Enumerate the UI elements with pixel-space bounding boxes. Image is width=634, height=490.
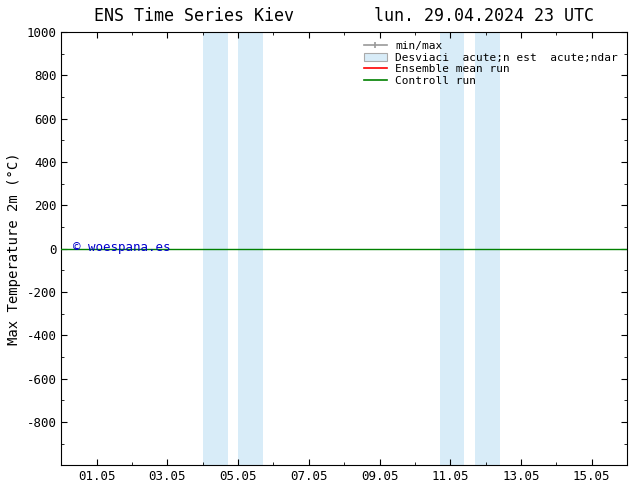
Bar [238,32,263,465]
Bar [439,32,465,465]
Text: © woespana.es: © woespana.es [73,241,170,254]
Y-axis label: Max Temperature 2m (°C): Max Temperature 2m (°C) [7,152,21,345]
Bar [475,32,500,465]
Bar [203,32,228,465]
Legend: min/max, Desviaci  acute;n est  acute;ndar, Ensemble mean run, Controll run: min/max, Desviaci acute;n est acute;ndar… [361,38,621,89]
Title: ENS Time Series Kiev        lun. 29.04.2024 23 UTC: ENS Time Series Kiev lun. 29.04.2024 23 … [94,7,594,25]
